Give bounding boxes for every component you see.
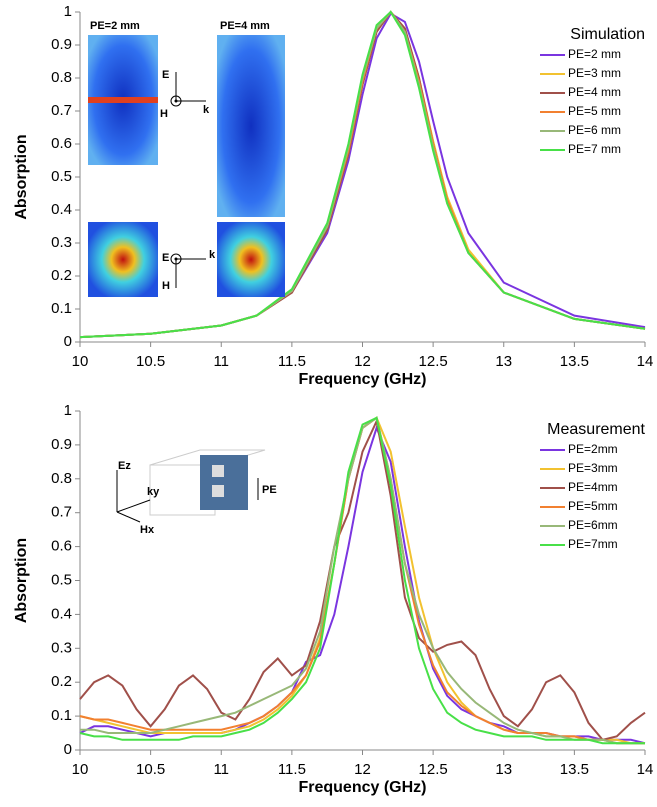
x-tick-label: 10.5 bbox=[136, 353, 165, 370]
y-tick-label: 0.6 bbox=[51, 538, 72, 555]
legend-label: PE=4 mm bbox=[568, 85, 621, 99]
annotation: E bbox=[162, 252, 169, 264]
annotation: ky bbox=[147, 486, 160, 498]
field-map bbox=[217, 222, 285, 297]
y-tick-label: 0.1 bbox=[51, 300, 72, 317]
inset-fields: PE=2 mm PE=4 mm E H k E H k bbox=[88, 20, 285, 297]
box bbox=[149, 464, 216, 516]
series-line bbox=[79, 417, 646, 741]
legend-label: PE=2mm bbox=[568, 442, 618, 456]
x-tick-label: 11 bbox=[213, 761, 229, 778]
annotation: Ez bbox=[118, 460, 131, 472]
y-tick-label: 0.5 bbox=[51, 571, 72, 588]
unit-cell bbox=[212, 485, 224, 497]
annotation: H bbox=[162, 280, 170, 292]
legend-label: PE=5mm bbox=[568, 499, 618, 513]
y-axis-title: Absorption bbox=[13, 538, 30, 623]
y-tick-label: 0.3 bbox=[51, 234, 72, 251]
x-tick-label: 10.5 bbox=[136, 761, 165, 778]
x-axis-title: Frequency (GHz) bbox=[298, 371, 426, 388]
y-tick-label: 1 bbox=[64, 402, 72, 419]
x-tick-label: 13 bbox=[495, 761, 512, 778]
legend-label: PE=5 mm bbox=[568, 104, 621, 118]
series-line bbox=[79, 10, 646, 339]
legend-box bbox=[525, 23, 647, 159]
unit-cell bbox=[212, 465, 224, 477]
arrow bbox=[116, 511, 141, 523]
annotation: PE=4 mm bbox=[220, 20, 270, 32]
x-tick-label: 11.5 bbox=[278, 353, 306, 370]
inset-geometry: Ez ky Hx PE bbox=[116, 449, 277, 536]
x-tick-label: 11.5 bbox=[278, 761, 306, 778]
y-tick-label: 1 bbox=[64, 3, 72, 20]
y-tick-label: 0 bbox=[64, 741, 72, 758]
y-tick-label: 0.6 bbox=[51, 135, 72, 152]
annotation: E bbox=[162, 69, 169, 81]
annotation: H bbox=[160, 108, 168, 120]
annotation: Hx bbox=[140, 524, 155, 536]
legend-label: PE=7mm bbox=[568, 537, 618, 551]
annotation: k bbox=[203, 104, 210, 116]
y-tick-label: 0.4 bbox=[51, 605, 72, 622]
legend-title: Measurement bbox=[547, 421, 645, 438]
y-tick-label: 0 bbox=[64, 333, 72, 350]
annotation: PE=2 mm bbox=[90, 20, 140, 32]
y-tick-label: 0.2 bbox=[51, 673, 72, 690]
legend-title: Simulation bbox=[570, 26, 645, 43]
x-tick-label: 13.5 bbox=[560, 761, 589, 778]
legend-label: PE=2 mm bbox=[568, 47, 621, 61]
x-tick-label: 12.5 bbox=[419, 761, 448, 778]
y-tick-label: 0.4 bbox=[51, 201, 72, 218]
legend-label: PE=6 mm bbox=[568, 123, 621, 137]
y-tick-label: 0.2 bbox=[51, 267, 72, 284]
x-tick-label: 11 bbox=[213, 353, 229, 370]
y-tick-label: 0.1 bbox=[51, 707, 72, 724]
unit-cell bbox=[200, 455, 248, 510]
x-tick-label: 14 bbox=[637, 353, 654, 370]
y-tick-label: 0.9 bbox=[51, 36, 72, 53]
x-tick-label: 10 bbox=[72, 761, 89, 778]
y-tick-label: 0.7 bbox=[51, 504, 72, 521]
y-tick-label: 0.5 bbox=[51, 168, 72, 185]
y-tick-label: 0.8 bbox=[51, 69, 72, 86]
legend-box bbox=[525, 418, 647, 554]
x-tick-label: 12 bbox=[354, 353, 371, 370]
x-tick-label: 12 bbox=[354, 761, 371, 778]
x-tick-label: 12.5 bbox=[419, 353, 448, 370]
x-tick-label: 10 bbox=[72, 353, 89, 370]
x-axis-title: Frequency (GHz) bbox=[298, 779, 426, 796]
y-tick-label: 0.9 bbox=[51, 436, 72, 453]
series-line bbox=[79, 416, 645, 745]
x-tick-label: 13.5 bbox=[560, 353, 589, 370]
y-tick-label: 0.8 bbox=[51, 470, 72, 487]
field-map bbox=[88, 222, 158, 297]
legend-label: PE=4mm bbox=[568, 480, 618, 494]
y-axis-title: Absorption bbox=[13, 134, 30, 219]
legend-label: PE=3mm bbox=[568, 461, 618, 475]
x-tick-label: 14 bbox=[637, 761, 654, 778]
field-map bbox=[88, 97, 158, 103]
y-tick-label: 0.3 bbox=[51, 639, 72, 656]
legend-label: PE=7 mm bbox=[568, 142, 621, 156]
y-tick-label: 0.7 bbox=[51, 102, 72, 119]
x-tick-label: 13 bbox=[495, 353, 512, 370]
arrow bbox=[116, 499, 151, 513]
annotation: PE bbox=[262, 484, 277, 496]
annotation: k bbox=[209, 249, 216, 261]
field-map bbox=[217, 35, 285, 217]
legend-label: PE=6mm bbox=[568, 518, 618, 532]
legend-label: PE=3 mm bbox=[568, 66, 621, 80]
